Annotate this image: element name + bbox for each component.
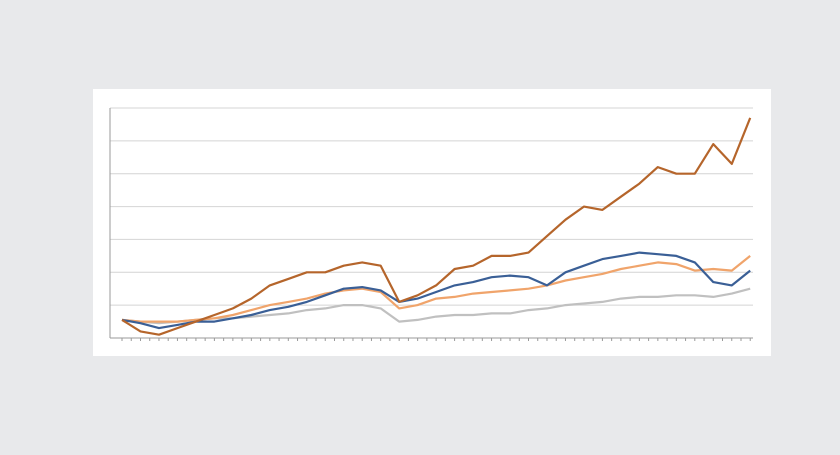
series-line — [121, 255, 751, 323]
series-line — [121, 251, 751, 330]
chart-panel — [93, 89, 771, 356]
series-line — [121, 117, 752, 336]
plot-area — [109, 107, 753, 341]
